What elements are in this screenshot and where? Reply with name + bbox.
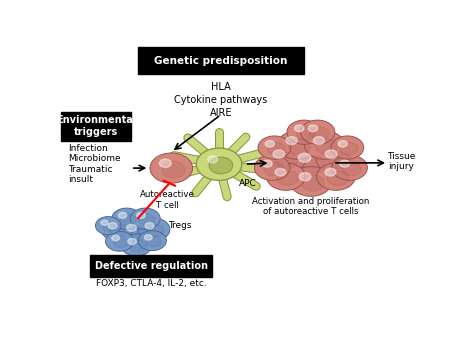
Text: Defective regulation: Defective regulation bbox=[95, 261, 208, 271]
Circle shape bbox=[301, 120, 335, 144]
Text: AIRE: AIRE bbox=[210, 108, 232, 118]
Circle shape bbox=[130, 208, 160, 230]
Circle shape bbox=[342, 162, 361, 176]
Circle shape bbox=[338, 141, 347, 147]
Circle shape bbox=[301, 175, 325, 191]
Circle shape bbox=[273, 150, 285, 158]
Circle shape bbox=[264, 144, 306, 174]
Circle shape bbox=[137, 212, 145, 218]
Circle shape bbox=[118, 212, 127, 218]
Circle shape bbox=[317, 163, 356, 190]
Circle shape bbox=[340, 142, 358, 155]
Circle shape bbox=[308, 125, 318, 132]
Circle shape bbox=[275, 152, 298, 169]
Circle shape bbox=[258, 136, 291, 159]
Circle shape bbox=[138, 214, 155, 226]
Text: Environmental
triggers: Environmental triggers bbox=[56, 116, 136, 138]
Text: FOXP3, CTLA-4, IL-2, etc.: FOXP3, CTLA-4, IL-2, etc. bbox=[96, 280, 207, 288]
Circle shape bbox=[286, 137, 297, 145]
Circle shape bbox=[150, 153, 192, 183]
Circle shape bbox=[299, 172, 311, 181]
Circle shape bbox=[145, 223, 154, 229]
Text: HLA: HLA bbox=[211, 82, 231, 92]
Circle shape bbox=[108, 223, 117, 229]
Text: Tregs: Tregs bbox=[168, 221, 191, 230]
Text: Cytokine pathways: Cytokine pathways bbox=[174, 95, 267, 105]
Circle shape bbox=[313, 137, 325, 145]
Circle shape bbox=[265, 141, 274, 147]
Circle shape bbox=[301, 155, 326, 173]
Circle shape bbox=[275, 168, 286, 176]
Circle shape bbox=[262, 160, 272, 167]
FancyBboxPatch shape bbox=[138, 47, 303, 74]
Circle shape bbox=[101, 220, 108, 225]
Text: Infection: Infection bbox=[68, 144, 108, 153]
Circle shape bbox=[331, 136, 364, 159]
Circle shape bbox=[287, 120, 321, 144]
Circle shape bbox=[294, 125, 304, 132]
Text: Autoreactive
T cell: Autoreactive T cell bbox=[140, 190, 195, 210]
Circle shape bbox=[147, 224, 164, 237]
Text: Traumatic: Traumatic bbox=[68, 165, 113, 174]
FancyBboxPatch shape bbox=[91, 255, 212, 277]
Text: Genetic predisposition: Genetic predisposition bbox=[154, 56, 288, 66]
Text: Activation and proliferation
of autoreactive T cells: Activation and proliferation of autoreac… bbox=[252, 197, 370, 216]
Circle shape bbox=[138, 218, 170, 241]
Circle shape bbox=[310, 127, 329, 140]
Circle shape bbox=[316, 139, 337, 154]
Circle shape bbox=[209, 157, 233, 174]
Circle shape bbox=[328, 152, 351, 169]
Circle shape bbox=[119, 219, 154, 244]
Circle shape bbox=[255, 155, 290, 180]
Circle shape bbox=[112, 235, 119, 241]
Circle shape bbox=[129, 240, 146, 252]
Circle shape bbox=[340, 160, 350, 167]
Circle shape bbox=[325, 168, 336, 176]
Text: Tissue
injury: Tissue injury bbox=[387, 152, 415, 171]
Circle shape bbox=[112, 208, 142, 230]
Circle shape bbox=[162, 161, 185, 178]
Circle shape bbox=[128, 238, 137, 244]
Text: Microbiome: Microbiome bbox=[68, 154, 121, 164]
Circle shape bbox=[296, 127, 315, 140]
FancyBboxPatch shape bbox=[61, 112, 131, 141]
Circle shape bbox=[127, 224, 137, 231]
Circle shape bbox=[316, 144, 358, 174]
Circle shape bbox=[332, 155, 367, 180]
Circle shape bbox=[266, 163, 305, 190]
Circle shape bbox=[146, 236, 162, 247]
Circle shape bbox=[277, 170, 299, 186]
Circle shape bbox=[128, 226, 148, 240]
Circle shape bbox=[327, 170, 348, 186]
Text: APC: APC bbox=[239, 179, 257, 188]
Circle shape bbox=[288, 139, 310, 154]
Circle shape bbox=[138, 231, 166, 250]
Circle shape bbox=[264, 162, 284, 176]
Circle shape bbox=[325, 150, 337, 158]
Circle shape bbox=[106, 231, 134, 251]
Circle shape bbox=[113, 237, 129, 248]
Circle shape bbox=[290, 167, 332, 196]
Circle shape bbox=[101, 218, 133, 241]
Circle shape bbox=[95, 217, 121, 235]
Circle shape bbox=[196, 148, 242, 180]
Circle shape bbox=[288, 147, 334, 179]
Circle shape bbox=[298, 153, 311, 162]
Circle shape bbox=[102, 221, 117, 232]
Circle shape bbox=[267, 142, 285, 155]
Circle shape bbox=[208, 156, 218, 163]
Text: insult: insult bbox=[68, 174, 93, 184]
Circle shape bbox=[159, 159, 171, 168]
Circle shape bbox=[121, 234, 152, 256]
Circle shape bbox=[120, 214, 137, 226]
Circle shape bbox=[304, 131, 345, 159]
Circle shape bbox=[277, 131, 317, 159]
Circle shape bbox=[110, 224, 128, 237]
Circle shape bbox=[145, 235, 152, 240]
